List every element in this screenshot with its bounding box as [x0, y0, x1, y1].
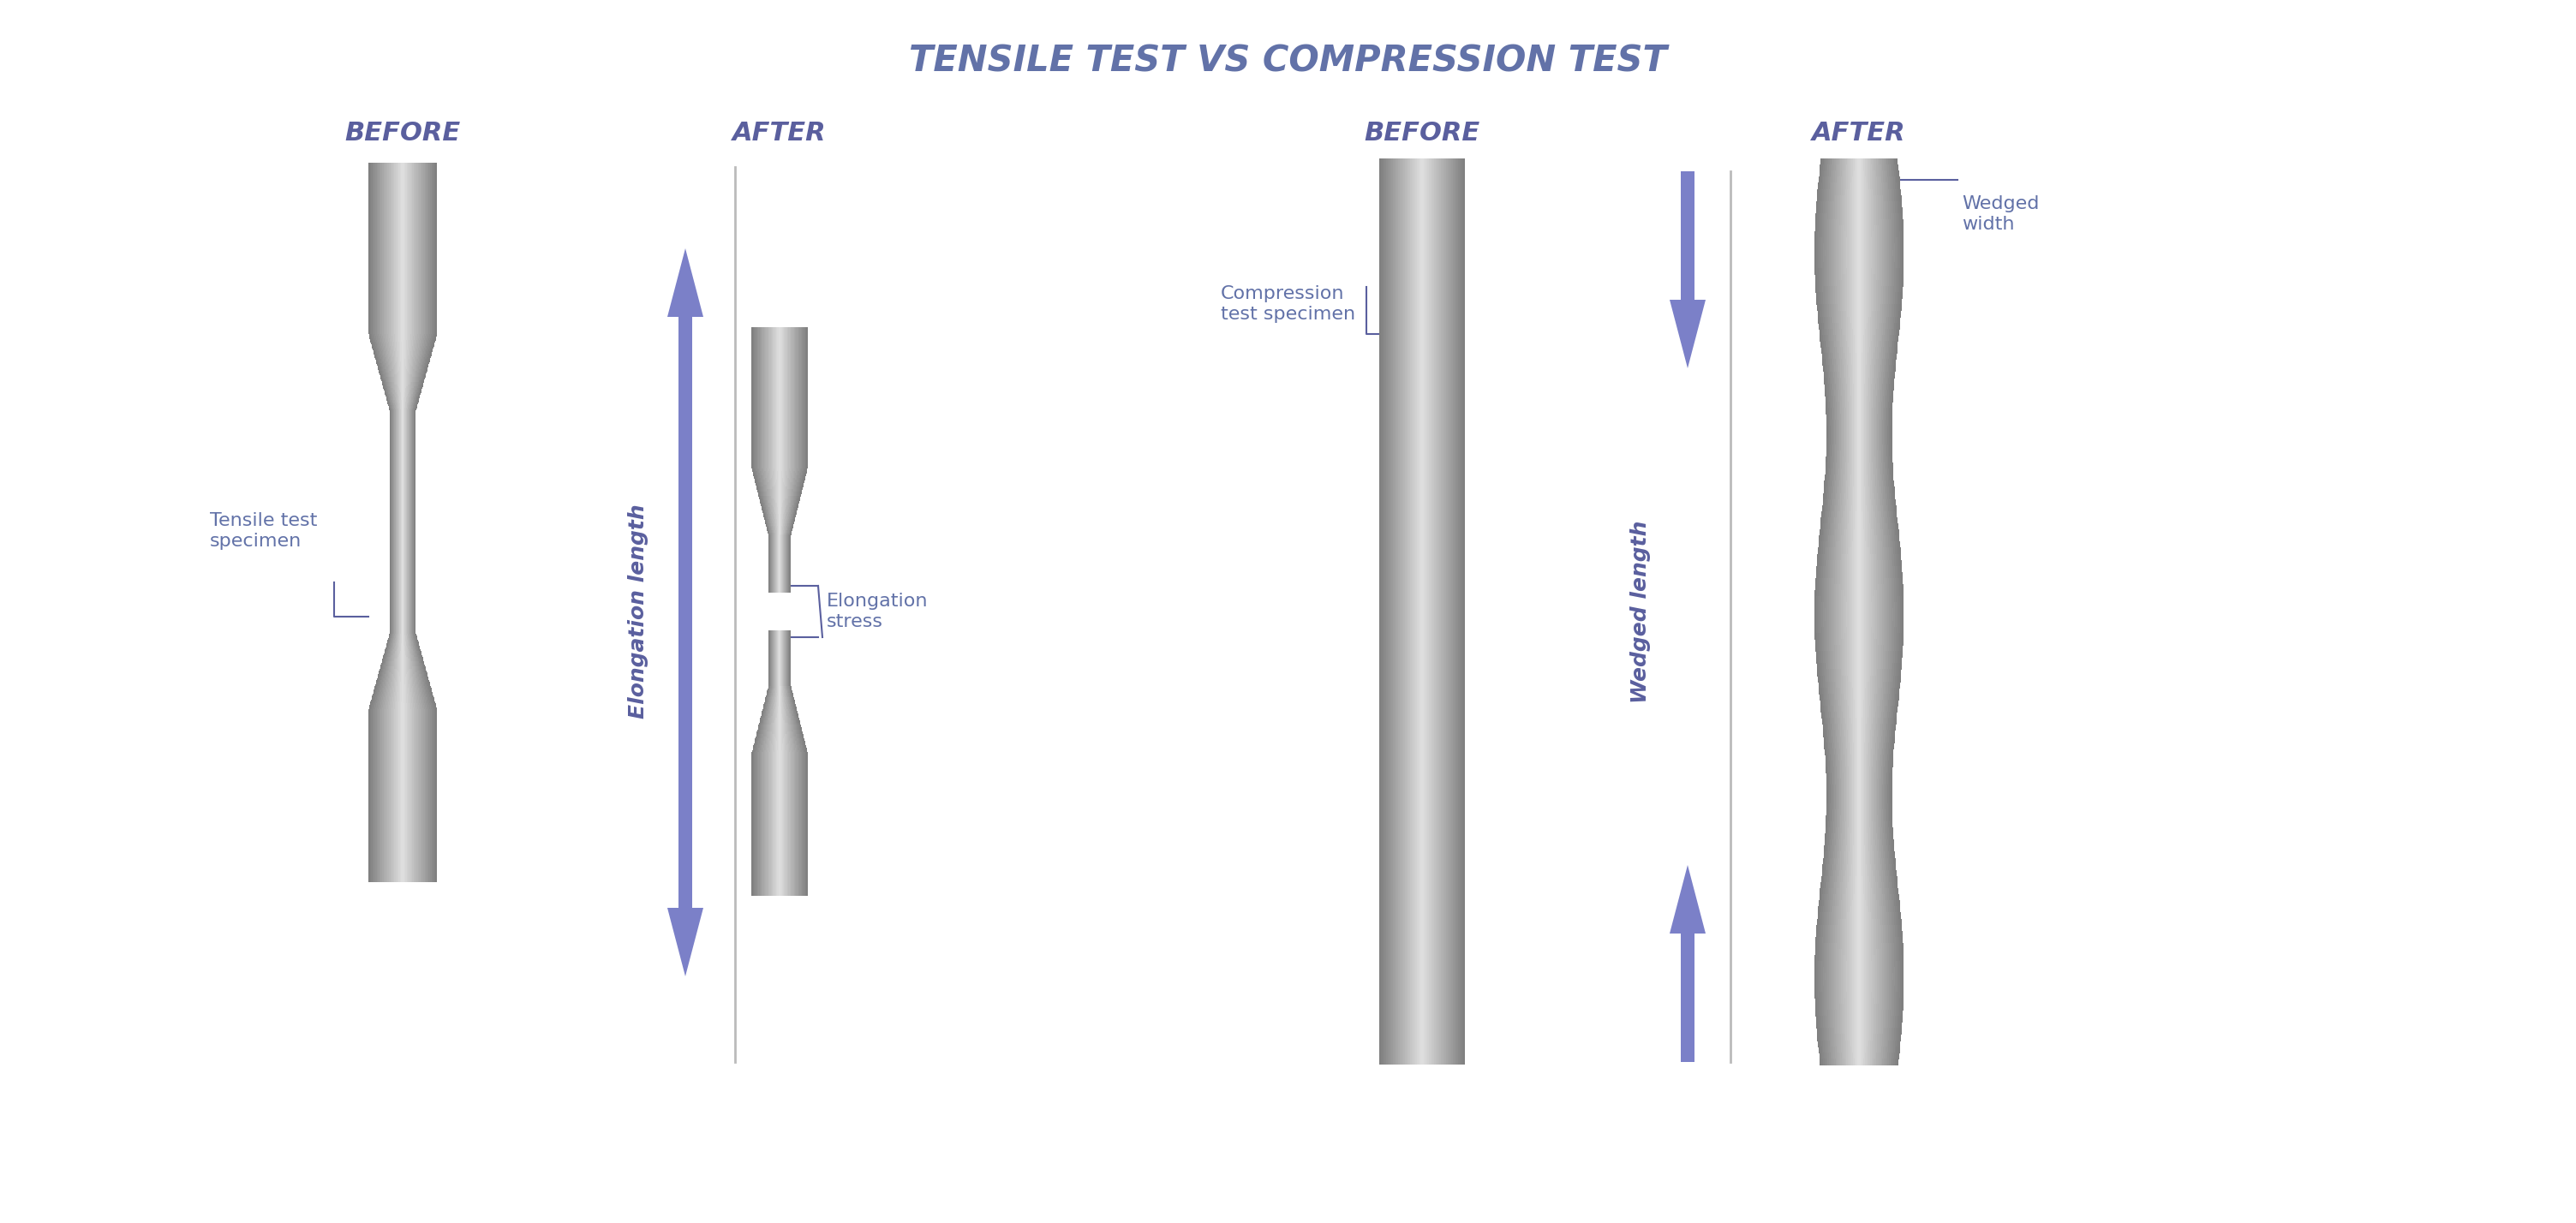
Text: Elongation
stress: Elongation stress [827, 593, 927, 630]
Text: Compression
test specimen: Compression test specimen [1221, 285, 1355, 323]
Bar [1680, 933, 1695, 1062]
Text: BEFORE: BEFORE [345, 120, 461, 146]
Polygon shape [667, 248, 703, 317]
Text: Tensile test
specimen: Tensile test specimen [209, 512, 317, 549]
Bar [1680, 171, 1695, 300]
Text: Wedged length: Wedged length [1631, 520, 1651, 703]
Text: Wedged
width: Wedged width [1963, 196, 2040, 232]
Bar [677, 317, 693, 702]
Text: TENSILE TEST VS COMPRESSION TEST: TENSILE TEST VS COMPRESSION TEST [909, 44, 1667, 79]
Polygon shape [667, 907, 703, 976]
Text: AFTER: AFTER [1811, 120, 1906, 146]
Text: BEFORE: BEFORE [1365, 120, 1481, 146]
Text: AFTER: AFTER [732, 120, 827, 146]
Text: Elongation length: Elongation length [629, 504, 649, 719]
Polygon shape [1669, 865, 1705, 933]
Polygon shape [1669, 300, 1705, 368]
Bar [677, 548, 693, 907]
